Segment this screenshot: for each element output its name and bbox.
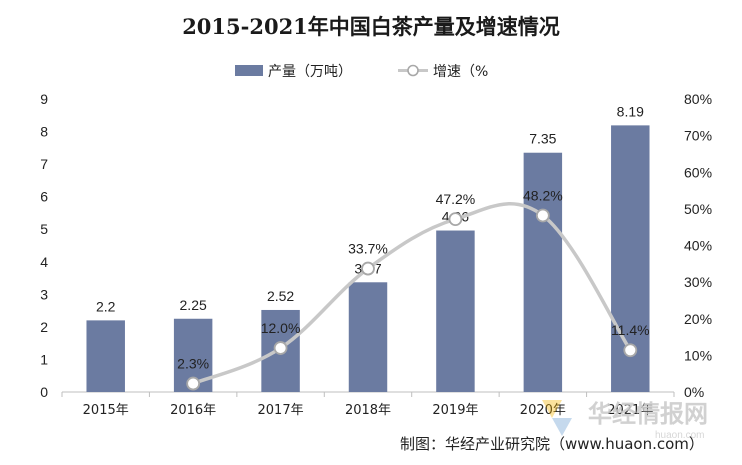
y-left-tick-label: 9: [40, 91, 48, 107]
y-right-tick-label: 80%: [684, 91, 712, 107]
growth-value-label: 48.2%: [523, 187, 563, 203]
legend: 产量（万吨） 增速（%: [235, 64, 488, 80]
y-right-tick-label: 30%: [684, 274, 712, 290]
x-category-label: 2020年: [520, 403, 566, 418]
y-left-tick-label: 0: [40, 384, 48, 400]
x-category-label: 2019年: [432, 403, 478, 418]
growth-point-4: [361, 261, 375, 276]
growth-point-3: [273, 341, 288, 355]
legend-line-label: 增速（%: [433, 64, 488, 80]
y-left-tick-label: 4: [40, 254, 48, 270]
bar-value-label: 2.25: [180, 297, 207, 313]
y-left-tick-label: 1: [40, 351, 48, 367]
legend-line-marker: [407, 64, 419, 77]
x-category-label: 2016年: [170, 403, 216, 418]
bar-value-label: 8.19: [617, 103, 644, 119]
x-category-label: 2018年: [345, 403, 391, 418]
y-left-tick-label: 8: [40, 124, 48, 140]
y-right-tick-label: 40%: [684, 238, 712, 254]
legend-bar-label: 产量（万吨）: [268, 64, 352, 80]
bar-6: [523, 152, 563, 392]
chart-title: 2015-2021年中国白茶产量及增速情况: [182, 14, 560, 39]
growth-point-2: [186, 376, 201, 391]
y-right-tick-label: 50%: [684, 201, 712, 217]
growth-point-6: [535, 208, 550, 223]
y-right-tick-label: 0%: [684, 384, 704, 400]
watermark: 华经情报网 huaon.com: [542, 400, 708, 441]
bar-value-label: 2.2: [96, 298, 116, 314]
y-right-tick-label: 20%: [684, 311, 712, 327]
bar-5: [436, 230, 475, 392]
growth-point-7: [623, 343, 638, 358]
bar-value-label: 2.52: [267, 288, 294, 304]
x-category-label: 2015年: [83, 403, 129, 418]
growth-value-label: 12.0%: [261, 320, 301, 336]
growth-value-label: 2.3%: [177, 356, 209, 372]
watermark-brand: 华经情报网: [588, 400, 708, 428]
x-category-label: 2021年: [607, 403, 653, 418]
plot-area: 0 1 2 3 4 5 6 7 8 9 0% 10% 20% 30% 40% 50% 60% 70% 80% 2.2 2…: [40, 91, 712, 418]
bar-1: [86, 320, 125, 392]
legend-bar-swatch: [235, 65, 263, 76]
y-right-tick-label: 60%: [684, 164, 712, 180]
bar-value-label: 7.35: [529, 131, 556, 147]
y-right-tick-label: 10%: [684, 347, 712, 363]
x-category-label: 2017年: [258, 403, 304, 418]
growth-value-label: 33.7%: [348, 241, 388, 257]
y-right-tick-label: 70%: [684, 128, 712, 144]
growth-value-label: 47.2%: [436, 191, 476, 207]
y-left-tick-label: 5: [40, 221, 48, 237]
bar-4: [348, 282, 388, 392]
watermark-url: huaon.com: [655, 430, 704, 441]
watermark-logo-icon: [542, 400, 562, 418]
source-note: 制图：华经产业研究院（www.huaon.com）: [400, 435, 704, 453]
y-left-tick-label: 2: [40, 319, 48, 335]
growth-value-label: 11.4%: [611, 322, 650, 338]
growth-point-5: [448, 212, 463, 227]
y-left-tick-label: 7: [40, 156, 48, 172]
growth-line: [192, 201, 632, 386]
watermark-logo-icon-2: [552, 418, 572, 436]
y-left-tick-label: 3: [40, 286, 48, 302]
y-left-tick-label: 6: [40, 189, 48, 205]
